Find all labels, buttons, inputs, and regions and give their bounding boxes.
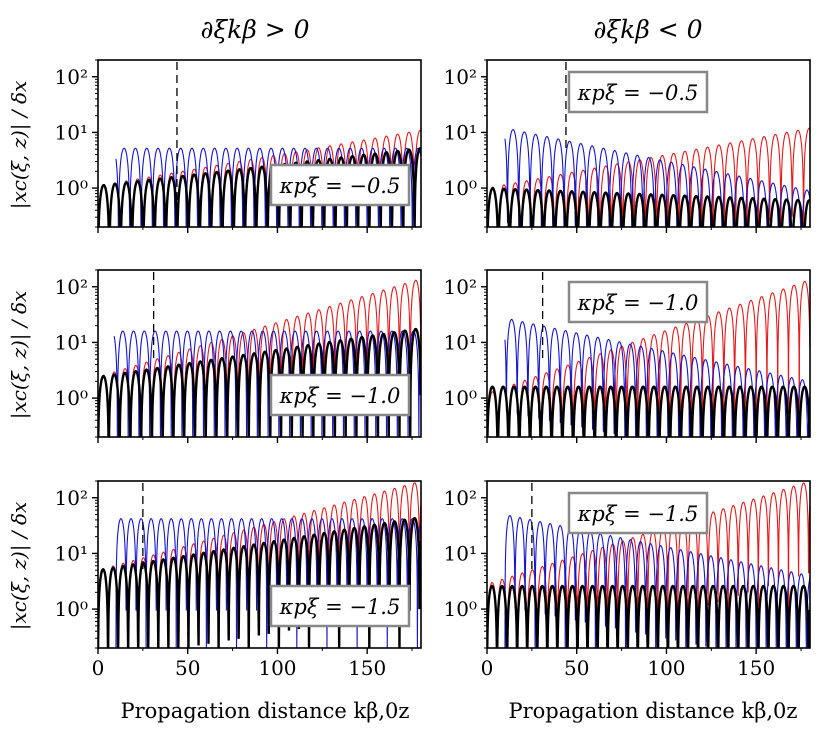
y-tick-label: 10⁰ bbox=[55, 386, 88, 410]
y-tick-label: 10² bbox=[444, 275, 477, 299]
y-tick-label: 10¹ bbox=[444, 120, 477, 144]
axes-frame bbox=[486, 480, 811, 649]
y-tick-label: 10⁰ bbox=[444, 176, 477, 200]
legend-label: κpξ = −1.0 bbox=[577, 291, 699, 315]
plot-area bbox=[98, 279, 421, 437]
legend-label: κpξ = −1.0 bbox=[279, 384, 401, 408]
y-tick-label: 10¹ bbox=[55, 541, 88, 565]
black-series-line bbox=[487, 187, 810, 227]
axes-frame bbox=[97, 59, 422, 228]
column-title-right: ∂ξkβ < 0 bbox=[593, 15, 702, 44]
panel-r2-c1: 10⁰ 10¹ 10² κpξ = −1.0 bbox=[55, 269, 422, 443]
plot-area bbox=[487, 482, 810, 648]
y-tick-label: 10² bbox=[55, 275, 88, 299]
black-series-line bbox=[487, 584, 810, 648]
column-title-left: ∂ξkβ > 0 bbox=[200, 15, 309, 44]
y-tick-label: 10⁰ bbox=[444, 597, 477, 621]
y-tick-label: 10² bbox=[444, 486, 477, 510]
y-tick-label: 10⁰ bbox=[444, 386, 477, 410]
blue-series-line bbox=[113, 330, 421, 437]
y-axis-label-row-2: |xc(ξ, z)| / δx bbox=[7, 291, 32, 420]
x-tick-label: 0 bbox=[92, 656, 105, 680]
panel-r1-c2: 10⁰ 10¹ 10² κpξ = −0.5 bbox=[444, 59, 811, 233]
blue-series-line bbox=[115, 147, 421, 227]
panel-r2-c2: 10⁰ 10¹ 10² κpξ = −1.0 bbox=[444, 269, 811, 443]
panel-r3-c1: 0 50 100 150 10⁰ 10¹ 10² κpξ = −1.5 bbox=[55, 480, 422, 680]
y-tick-label: 10¹ bbox=[55, 120, 88, 144]
y-tick-label: 10² bbox=[55, 486, 88, 510]
legend-box bbox=[269, 163, 411, 207]
x-tick-label: 50 bbox=[175, 656, 200, 680]
legend-box bbox=[269, 373, 411, 417]
y-tick-label: 10⁰ bbox=[55, 597, 88, 621]
y-tick-label: 10⁰ bbox=[55, 176, 88, 200]
y-tick-label: 10¹ bbox=[444, 330, 477, 354]
x-tick-label: 150 bbox=[348, 656, 386, 680]
y-tick-label: 10¹ bbox=[55, 330, 88, 354]
legend-label: κpξ = −1.5 bbox=[279, 595, 401, 619]
y-tick-label: 10² bbox=[444, 65, 477, 89]
blue-series-line bbox=[504, 129, 810, 227]
axes-frame bbox=[486, 269, 811, 438]
legend-label: κpξ = −1.5 bbox=[577, 502, 699, 526]
legend-box bbox=[567, 70, 709, 114]
legend-box bbox=[567, 280, 709, 324]
red-series-line bbox=[487, 482, 810, 648]
x-axis-label-left: Propagation distance kβ,0z bbox=[121, 699, 410, 723]
y-tick-label: 10¹ bbox=[444, 541, 477, 565]
legend-label: κpξ = −0.5 bbox=[279, 174, 401, 198]
x-tick-label: 0 bbox=[481, 656, 494, 680]
plot-area bbox=[98, 482, 421, 648]
black-series-line bbox=[98, 516, 421, 648]
blue-series-line bbox=[115, 518, 421, 648]
legend-box bbox=[269, 584, 411, 628]
x-tick-label: 100 bbox=[258, 656, 296, 680]
legend-label: κpξ = −0.5 bbox=[577, 81, 699, 105]
x-tick-label: 150 bbox=[737, 656, 775, 680]
axes-frame bbox=[97, 480, 422, 649]
blue-series-line bbox=[504, 514, 810, 648]
y-axis-label-row-1: |xc(ξ, z)| / δx bbox=[7, 81, 32, 210]
y-tick-label: 10² bbox=[55, 65, 88, 89]
axes-frame bbox=[97, 269, 422, 438]
legend-box bbox=[567, 491, 709, 535]
panel-r1-c1: 10⁰ 10¹ 10² κpξ = −0.5 bbox=[55, 59, 422, 233]
x-axis-label-right: Propagation distance kβ,0z bbox=[509, 699, 798, 723]
axes-frame bbox=[486, 59, 811, 228]
y-axis-label-row-3: |xc(ξ, z)| / δx bbox=[7, 502, 32, 631]
plot-area bbox=[487, 127, 810, 227]
x-tick-label: 100 bbox=[647, 656, 685, 680]
x-tick-label: 50 bbox=[564, 656, 589, 680]
panel-r3-c2: 0 50 100 150 10⁰ 10¹ 10² κpξ = −1.5 bbox=[444, 480, 811, 680]
plot-area bbox=[487, 280, 810, 437]
